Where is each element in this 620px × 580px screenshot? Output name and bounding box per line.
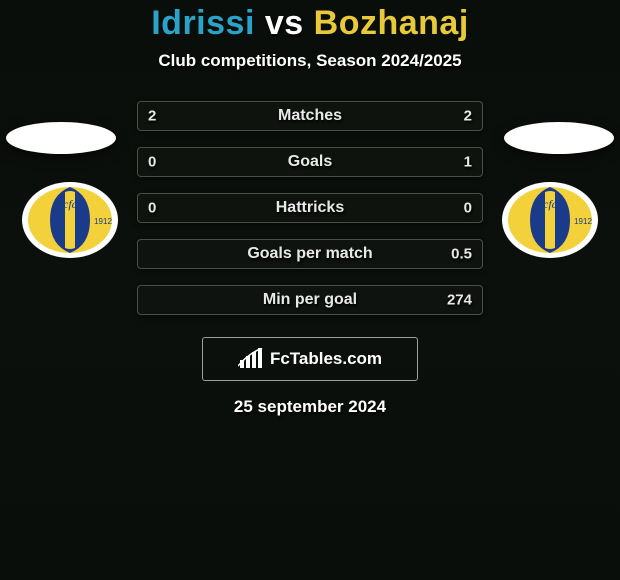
stat-right-value: 1 (464, 154, 472, 171)
stat-label: Min per goal (263, 291, 357, 309)
fctables-box[interactable]: FcTables.com (202, 337, 418, 381)
stat-right-value: 2 (464, 108, 472, 125)
stats-table: 2 Matches 2 0 Goals 1 0 Hattricks 0 Goal… (137, 101, 483, 315)
stat-row: 0 Goals 1 (137, 147, 483, 177)
title-player1: Idrissi (151, 4, 255, 42)
stat-row: 0 Hattricks 0 (137, 193, 483, 223)
date-text: 25 september 2024 (234, 397, 386, 417)
stat-label: Goals (288, 153, 332, 171)
subtitle: Club competitions, Season 2024/2025 (158, 51, 461, 71)
stat-right-value: 0.5 (451, 246, 472, 263)
stat-right-value: 0 (464, 200, 472, 217)
stat-label: Matches (278, 107, 342, 125)
fctables-label: FcTables.com (270, 349, 382, 369)
stat-left-value: 0 (148, 200, 156, 217)
page-title: Idrissi vs Bozhanaj (151, 4, 469, 43)
stat-right-value: 274 (447, 292, 472, 309)
stat-row: 2 Matches 2 (137, 101, 483, 131)
stat-row: Min per goal 274 (137, 285, 483, 315)
bar-chart-icon (238, 348, 264, 370)
stat-row: Goals per match 0.5 (137, 239, 483, 269)
title-player2: Bozhanaj (314, 4, 469, 42)
stat-label: Hattricks (276, 199, 344, 217)
title-vs: vs (265, 4, 304, 42)
stat-left-value: 2 (148, 108, 156, 125)
stat-label: Goals per match (247, 245, 372, 263)
stat-left-value: 0 (148, 154, 156, 171)
